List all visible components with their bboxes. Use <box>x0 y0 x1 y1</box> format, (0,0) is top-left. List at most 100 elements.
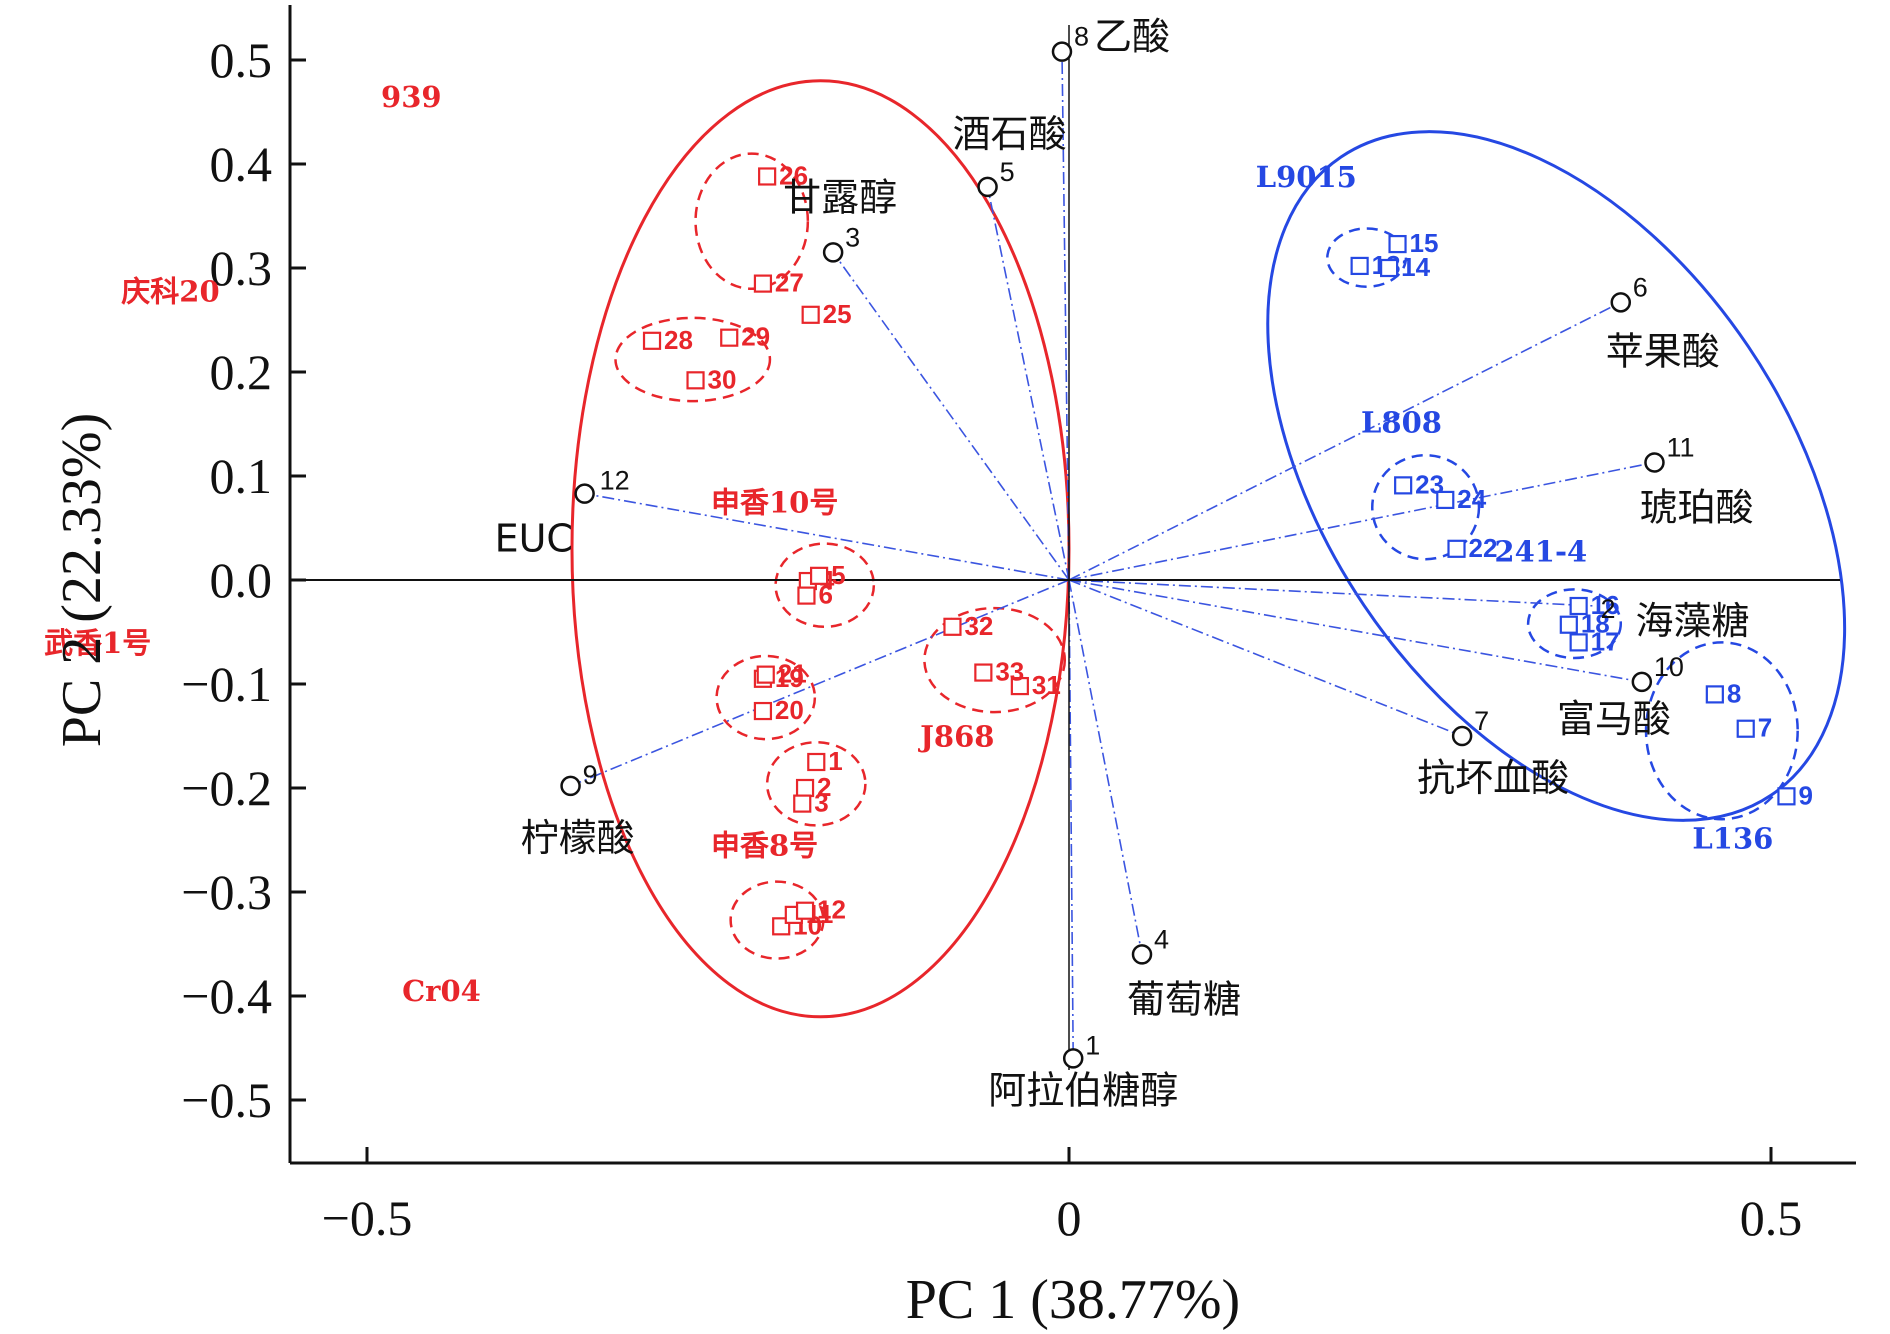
sample-label-25: 25 <box>823 299 852 329</box>
sample-label-15: 15 <box>1410 228 1439 258</box>
x-tick-label: 0 <box>1057 1190 1082 1246</box>
variable-label-6: 苹果酸 <box>1606 329 1720 373</box>
y-tick-label: 0.2 <box>210 344 273 400</box>
variable-number-12: 12 <box>600 466 630 496</box>
variable-number-8: 8 <box>1074 22 1089 52</box>
sample-marker-8 <box>1705 685 1724 704</box>
variable-number-10: 10 <box>1654 652 1684 682</box>
sample-marker-28 <box>642 331 662 350</box>
group-ellipse-Cr04 <box>729 880 825 960</box>
loading-line-4 <box>1068 579 1143 955</box>
sample-label-31: 31 <box>1032 670 1061 700</box>
loading-line-5 <box>986 186 1070 581</box>
sample-label-5: 5 <box>831 560 845 590</box>
variable-marker-3 <box>822 242 844 263</box>
sample-marker-14 <box>1380 258 1399 278</box>
y-tick-label: −0.4 <box>181 968 272 1024</box>
group-label-Cr04: Cr04 <box>402 974 481 1008</box>
sample-label-12: 12 <box>817 895 846 925</box>
loading-line-9 <box>570 579 1070 787</box>
sample-label-30: 30 <box>708 364 737 394</box>
variable-number-11: 11 <box>1666 432 1694 462</box>
group-ellipse-庆科20 <box>614 316 772 403</box>
y-axis-title: PC 2 (22.33%) <box>51 413 113 747</box>
y-tick-label: 0.3 <box>210 240 273 296</box>
loading-line-1 <box>1068 579 1075 1059</box>
group-label-L136: L136 <box>1692 821 1773 855</box>
sample-label-28: 28 <box>664 325 693 355</box>
sample-marker-29 <box>720 328 739 347</box>
sample-marker-32 <box>943 617 962 636</box>
variable-number-5: 5 <box>1000 157 1015 187</box>
loading-line-8 <box>1061 51 1070 581</box>
y-tick-label: 0.4 <box>210 136 273 192</box>
sample-label-9: 9 <box>1798 780 1812 810</box>
sample-label-16: 16 <box>1591 590 1620 620</box>
cluster-ellipse-red <box>570 79 1071 1019</box>
loading-line-2 <box>1068 579 1596 607</box>
sample-label-1: 1 <box>828 746 842 776</box>
loading-line-6 <box>1068 301 1622 581</box>
group-ellipse-申香8号 <box>765 740 867 827</box>
sample-label-32: 32 <box>964 611 993 641</box>
group-label-939: 939 <box>381 80 442 114</box>
y-tick-label: 0.0 <box>210 552 273 608</box>
variable-marker-11 <box>1644 452 1665 473</box>
sample-marker-1 <box>807 752 826 772</box>
loading-line-3 <box>832 251 1070 581</box>
variable-label-9: 柠檬酸 <box>521 816 635 860</box>
loading-line-11 <box>1068 461 1655 581</box>
variable-marker-6 <box>1610 292 1632 313</box>
variable-number-1: 1 <box>1085 1030 1100 1060</box>
sample-marker-23 <box>1394 476 1413 495</box>
sample-marker-13 <box>1350 256 1369 276</box>
sample-label-3: 3 <box>814 788 828 818</box>
variable-marker-4 <box>1131 944 1153 965</box>
sample-label-27: 27 <box>775 268 804 298</box>
sample-marker-5 <box>809 566 829 585</box>
variable-label-12: EUC <box>495 517 573 561</box>
group-ellipse-L808 <box>1371 453 1481 561</box>
y-tick-label: 0.1 <box>210 448 273 504</box>
variable-number-6: 6 <box>1633 272 1648 302</box>
sample-marker-21 <box>756 665 775 684</box>
sample-label-8: 8 <box>1727 678 1741 708</box>
variable-number-9: 9 <box>583 760 598 790</box>
cluster-ellipse-blue <box>1266 130 1847 822</box>
variable-label-3: 甘露醇 <box>783 175 897 219</box>
group-ellipse-J868 <box>923 606 1067 714</box>
group-labels: 939庆科20申香10号武香1号申香8号Cr04J868L9015L808241… <box>44 80 1773 1008</box>
loading-vectors <box>570 51 1655 1059</box>
sample-marker-9 <box>1777 787 1796 806</box>
group-label-L9015: L9015 <box>1256 160 1357 194</box>
group-label-L808: L808 <box>1361 405 1442 439</box>
sample-marker-15 <box>1388 234 1407 254</box>
sample-points: 1234567891011121314151617181920212223242… <box>642 160 1813 940</box>
sample-marker-18 <box>1559 615 1578 634</box>
variable-label-1: 阿拉伯糖醇 <box>988 1068 1178 1112</box>
group-ellipse-L9015 <box>1326 227 1408 288</box>
y-tick-label: −0.2 <box>181 760 272 816</box>
x-axis-title: PC 1 (38.77%) <box>906 1269 1240 1331</box>
group-ellipses <box>614 152 1799 960</box>
sample-label-29: 29 <box>741 322 770 352</box>
y-tick-label: 0.5 <box>210 32 273 88</box>
sample-marker-33 <box>974 663 993 682</box>
sample-label-26: 26 <box>779 160 808 190</box>
sample-label-2: 2 <box>817 772 831 802</box>
variable-label-5: 酒石酸 <box>953 112 1067 156</box>
sample-label-24: 24 <box>1457 484 1486 514</box>
sample-marker-27 <box>753 274 773 293</box>
group-label-241-4: 241-4 <box>1494 534 1587 568</box>
group-ellipse-241-4 <box>1526 588 1623 660</box>
sample-marker-20 <box>753 701 773 721</box>
axes <box>288 5 1856 1165</box>
group-ellipse-申香10号 <box>774 542 876 629</box>
group-label-J868: J868 <box>917 719 994 753</box>
group-ellipse-武香1号 <box>715 654 817 741</box>
sample-marker-16 <box>1569 596 1588 616</box>
variable-marker-1 <box>1062 1048 1084 1069</box>
sample-marker-24 <box>1436 490 1455 510</box>
y-tick-label: −0.5 <box>181 1072 272 1128</box>
